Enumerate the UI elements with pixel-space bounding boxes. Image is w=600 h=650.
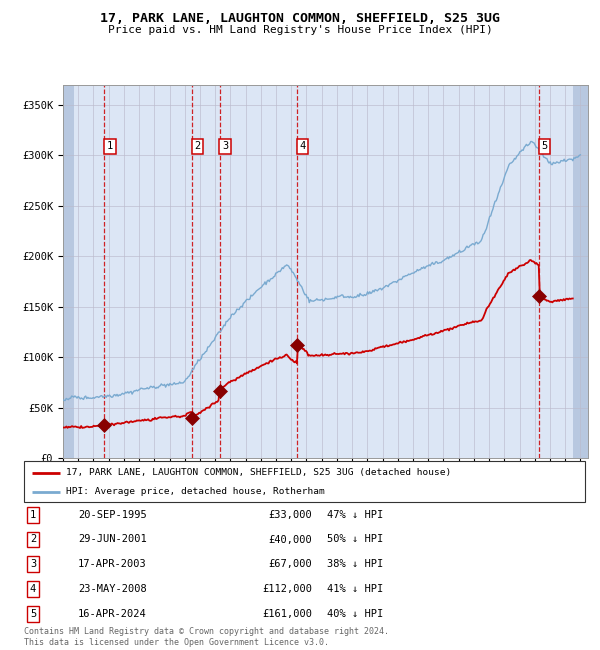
FancyBboxPatch shape — [24, 462, 585, 502]
Text: HPI: Average price, detached house, Rotherham: HPI: Average price, detached house, Roth… — [66, 488, 325, 496]
Text: £67,000: £67,000 — [268, 559, 312, 569]
Text: 2: 2 — [194, 141, 201, 151]
Bar — [63, 84, 74, 458]
Text: 50% ↓ HPI: 50% ↓ HPI — [327, 534, 383, 545]
Text: 29-JUN-2001: 29-JUN-2001 — [78, 534, 147, 545]
Text: £33,000: £33,000 — [268, 510, 312, 520]
Text: 1: 1 — [30, 510, 36, 520]
Text: Price paid vs. HM Land Registry's House Price Index (HPI): Price paid vs. HM Land Registry's House … — [107, 25, 493, 34]
Text: 41% ↓ HPI: 41% ↓ HPI — [327, 584, 383, 594]
Text: 47% ↓ HPI: 47% ↓ HPI — [327, 510, 383, 520]
Text: £40,000: £40,000 — [268, 534, 312, 545]
Text: 20-SEP-1995: 20-SEP-1995 — [78, 510, 147, 520]
Text: Contains HM Land Registry data © Crown copyright and database right 2024.
This d: Contains HM Land Registry data © Crown c… — [24, 627, 389, 647]
Text: £112,000: £112,000 — [262, 584, 312, 594]
Bar — [573, 84, 600, 458]
Text: 3: 3 — [222, 141, 228, 151]
Text: 17, PARK LANE, LAUGHTON COMMON, SHEFFIELD, S25 3UG: 17, PARK LANE, LAUGHTON COMMON, SHEFFIEL… — [100, 12, 500, 25]
Text: 5: 5 — [30, 608, 36, 619]
Text: 4: 4 — [30, 584, 36, 594]
Text: 2: 2 — [30, 534, 36, 545]
Text: 4: 4 — [299, 141, 306, 151]
Text: 38% ↓ HPI: 38% ↓ HPI — [327, 559, 383, 569]
Text: 23-MAY-2008: 23-MAY-2008 — [78, 584, 147, 594]
Text: 17, PARK LANE, LAUGHTON COMMON, SHEFFIELD, S25 3UG (detached house): 17, PARK LANE, LAUGHTON COMMON, SHEFFIEL… — [66, 468, 451, 477]
Text: 16-APR-2024: 16-APR-2024 — [78, 608, 147, 619]
Text: 40% ↓ HPI: 40% ↓ HPI — [327, 608, 383, 619]
Text: £161,000: £161,000 — [262, 608, 312, 619]
Text: 3: 3 — [30, 559, 36, 569]
Text: 5: 5 — [541, 141, 548, 151]
Text: 17-APR-2003: 17-APR-2003 — [78, 559, 147, 569]
Text: 1: 1 — [107, 141, 113, 151]
